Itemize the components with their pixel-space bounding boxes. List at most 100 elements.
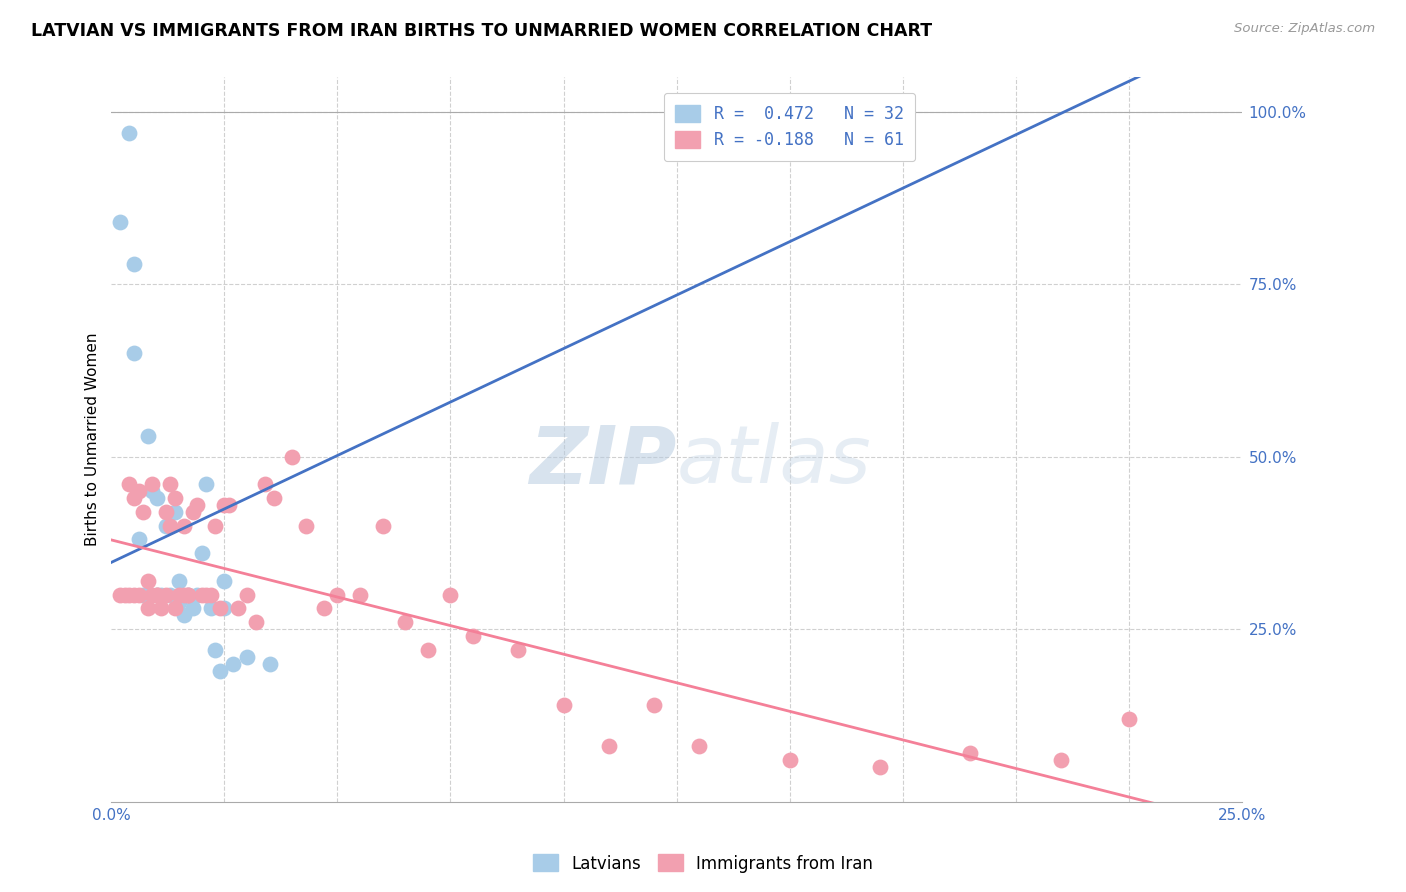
Point (439, 588, 461, 602)
Point (159, 588, 181, 602)
Point (186, 498, 208, 512)
Point (1050, 753, 1073, 767)
Point (177, 588, 200, 602)
Point (312, 601, 335, 615)
Point (118, 477, 141, 491)
Point (1118, 712, 1140, 726)
Point (553, 698, 575, 712)
Point (128, 533, 150, 547)
Text: atlas: atlas (676, 422, 872, 500)
Point (236, 649, 259, 664)
Point (236, 588, 259, 602)
Point (869, 126, 891, 140)
Point (222, 657, 245, 671)
Point (128, 484, 150, 499)
Point (167, 574, 190, 588)
Point (263, 491, 285, 505)
Point (122, 588, 145, 602)
Point (145, 588, 167, 602)
Point (214, 601, 236, 615)
Point (145, 491, 167, 505)
Point (128, 588, 150, 602)
Text: ZIP: ZIP (529, 422, 676, 500)
Point (167, 594, 190, 608)
Point (122, 346, 145, 360)
Point (281, 450, 304, 464)
Point (200, 601, 222, 615)
Point (200, 588, 222, 602)
Point (643, 698, 665, 712)
Point (191, 588, 214, 602)
Point (114, 588, 136, 602)
Point (122, 491, 145, 505)
Point (141, 484, 163, 499)
Point (150, 601, 173, 615)
Point (110, 588, 132, 602)
Point (214, 574, 236, 588)
Point (155, 518, 177, 533)
Point (186, 588, 208, 602)
Point (779, 753, 801, 767)
Point (218, 498, 240, 512)
Point (136, 429, 159, 443)
Point (869, 760, 891, 774)
Legend: Latvians, Immigrants from Iran: Latvians, Immigrants from Iran (526, 847, 880, 880)
Legend: R =  0.472   N = 32, R = -0.188   N = 61: R = 0.472 N = 32, R = -0.188 N = 61 (664, 93, 915, 161)
Point (254, 477, 277, 491)
Point (173, 608, 195, 623)
Point (959, 746, 981, 760)
Point (177, 588, 200, 602)
Point (167, 588, 190, 602)
Point (245, 615, 267, 630)
Point (159, 518, 181, 533)
Point (141, 588, 163, 602)
Point (461, 629, 484, 643)
Point (226, 601, 249, 615)
Point (508, 642, 530, 657)
Point (132, 588, 155, 602)
Point (163, 505, 186, 519)
Point (208, 601, 231, 615)
Point (204, 518, 226, 533)
Point (349, 588, 371, 602)
Point (208, 664, 231, 678)
Point (122, 257, 145, 271)
Point (163, 601, 186, 615)
Text: Source: ZipAtlas.com: Source: ZipAtlas.com (1234, 22, 1375, 36)
Point (155, 588, 177, 602)
Point (214, 498, 236, 512)
Point (163, 491, 186, 505)
Point (150, 588, 173, 602)
Point (145, 588, 167, 602)
Point (132, 505, 155, 519)
Point (195, 477, 218, 491)
Point (195, 588, 218, 602)
Point (110, 215, 132, 229)
Point (191, 546, 214, 560)
Point (181, 505, 204, 519)
Point (173, 588, 195, 602)
Text: LATVIAN VS IMMIGRANTS FROM IRAN BIRTHS TO UNMARRIED WOMEN CORRELATION CHART: LATVIAN VS IMMIGRANTS FROM IRAN BIRTHS T… (31, 22, 932, 40)
Point (155, 505, 177, 519)
Point (598, 739, 620, 754)
Point (371, 518, 394, 533)
Point (295, 518, 318, 533)
Point (688, 739, 710, 754)
Point (118, 588, 141, 602)
Point (159, 477, 181, 491)
Point (326, 588, 349, 602)
Point (416, 642, 439, 657)
Point (394, 615, 416, 630)
Y-axis label: Births to Unmarried Women: Births to Unmarried Women (86, 333, 100, 546)
Point (688, 126, 710, 140)
Point (145, 588, 167, 602)
Point (141, 477, 163, 491)
Point (136, 601, 159, 615)
Point (204, 642, 226, 657)
Point (177, 588, 200, 602)
Point (173, 518, 195, 533)
Point (136, 574, 159, 588)
Point (118, 126, 141, 140)
Point (181, 601, 204, 615)
Point (259, 657, 281, 671)
